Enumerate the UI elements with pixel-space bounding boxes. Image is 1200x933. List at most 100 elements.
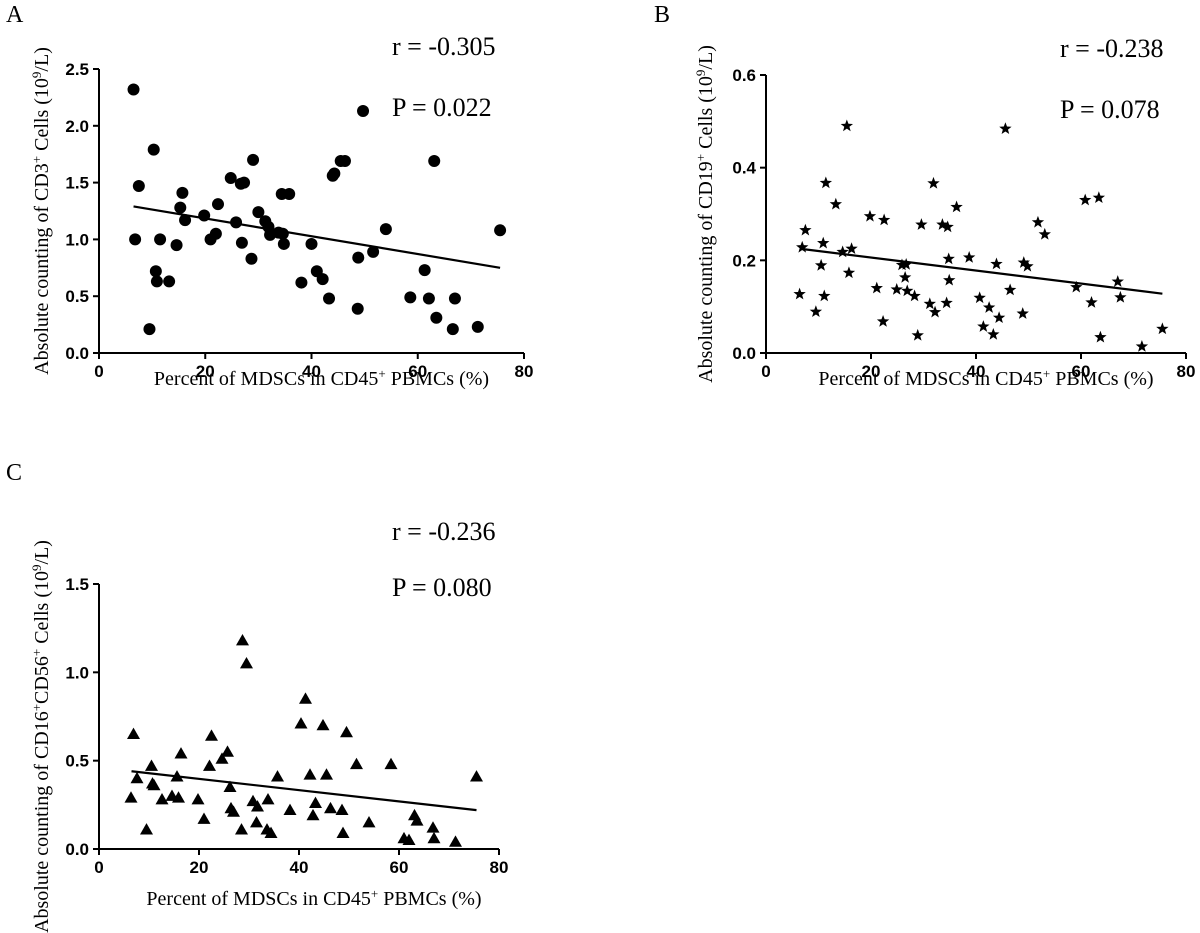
data-point — [928, 305, 942, 318]
data-point — [338, 155, 351, 168]
regression-line-c — [131, 770, 477, 812]
x-tick-label: 40 — [302, 362, 321, 381]
axes-b: 0 20 40 60 80 0.0 0.2 0.4 0.6 — [732, 66, 1195, 381]
data-point — [367, 245, 380, 258]
data-point — [323, 292, 336, 305]
x-tick-label: 60 — [1072, 362, 1091, 381]
data-point — [999, 122, 1012, 135]
data-point — [283, 187, 296, 200]
y-axis-label-a: Absolute counting of CD3+ Cells (109/L) — [29, 47, 54, 375]
data-point — [223, 780, 237, 793]
data-point — [154, 233, 167, 246]
data-point — [809, 305, 823, 318]
data-point — [927, 176, 940, 189]
data-point — [309, 796, 322, 808]
data-point — [890, 283, 903, 295]
data-point — [942, 252, 955, 265]
data-point — [941, 220, 954, 233]
p-value-a: P = 0.022 — [392, 93, 492, 122]
data-point — [197, 812, 211, 824]
data-point — [426, 821, 440, 833]
data-point — [840, 119, 854, 132]
data-point — [901, 284, 914, 297]
data-point — [427, 831, 441, 844]
data-point — [163, 275, 176, 288]
data-point — [176, 186, 189, 199]
data-point — [299, 692, 312, 704]
panel-letter-c: C — [6, 460, 23, 486]
y-axis-label-b: Absolute counting of CD19+ Cells (109/L) — [693, 45, 718, 383]
data-point — [130, 771, 144, 784]
data-point — [277, 237, 290, 250]
x-tick-label: 60 — [390, 858, 409, 877]
x-tick-label: 40 — [290, 858, 309, 877]
y-tick-label: 1.0 — [65, 663, 89, 682]
data-point — [895, 258, 909, 271]
data-point — [147, 778, 161, 791]
data-point — [428, 155, 441, 168]
axes-a: 0 20 40 60 80 0.0 0.5 1.0 1.5 2.0 2.5 — [65, 60, 533, 381]
data-point — [357, 105, 370, 118]
x-tick-label: 20 — [862, 362, 881, 381]
y-tick-label: 0.6 — [732, 66, 756, 85]
data-point — [799, 223, 812, 236]
regression-line-b — [799, 247, 1163, 295]
y-tick-label: 2.5 — [65, 60, 89, 79]
y-tick-label: 0.2 — [732, 251, 756, 270]
x-tick-label: 40 — [967, 362, 986, 381]
data-point — [950, 200, 963, 213]
data-point — [410, 814, 424, 826]
data-points-b — [793, 119, 1169, 352]
data-point — [899, 258, 913, 270]
data-point — [316, 718, 330, 731]
data-point — [209, 227, 222, 240]
data-point — [235, 823, 248, 835]
data-point — [1017, 256, 1030, 268]
data-point — [936, 218, 949, 230]
data-point — [818, 289, 831, 302]
data-point — [230, 216, 243, 229]
data-point — [306, 808, 320, 821]
data-point — [140, 823, 153, 835]
data-point — [418, 264, 431, 277]
data-point — [236, 634, 249, 646]
data-point — [1092, 191, 1106, 204]
data-point — [1085, 296, 1098, 308]
data-point — [422, 292, 435, 305]
x-axis-label-a: Percent of MDSCs in CD45+ PBMCs (%) — [154, 366, 489, 391]
data-point — [470, 770, 483, 782]
data-point — [352, 251, 365, 264]
data-point — [212, 198, 224, 211]
data-point — [150, 275, 163, 288]
data-point — [1038, 227, 1051, 240]
data-point — [124, 791, 138, 803]
data-point — [235, 236, 248, 249]
x-tick-label: 0 — [94, 858, 103, 877]
data-point — [870, 281, 883, 294]
data-point — [863, 209, 877, 222]
data-point — [842, 266, 856, 279]
data-point — [943, 273, 956, 286]
data-point — [295, 276, 308, 289]
correlation-r-a: r = -0.305 — [392, 32, 495, 61]
data-point — [174, 201, 187, 214]
y-tick-label: 1.5 — [65, 575, 89, 594]
y-tick-label: 2.0 — [65, 117, 89, 136]
data-point — [215, 752, 229, 764]
regression-line-a — [133, 205, 501, 269]
data-point — [351, 302, 364, 315]
data-point — [179, 214, 192, 227]
data-points-a — [127, 83, 507, 336]
data-point — [247, 153, 260, 166]
data-point — [132, 180, 145, 193]
data-point — [1070, 280, 1083, 293]
data-point — [127, 83, 140, 96]
data-point — [172, 791, 185, 803]
x-axis-label-c: Percent of MDSCs in CD45+ PBMCs (%) — [146, 886, 481, 911]
data-point — [982, 301, 996, 313]
data-point — [129, 233, 142, 246]
y-tick-label: 0.0 — [65, 344, 89, 363]
data-point — [303, 768, 317, 780]
